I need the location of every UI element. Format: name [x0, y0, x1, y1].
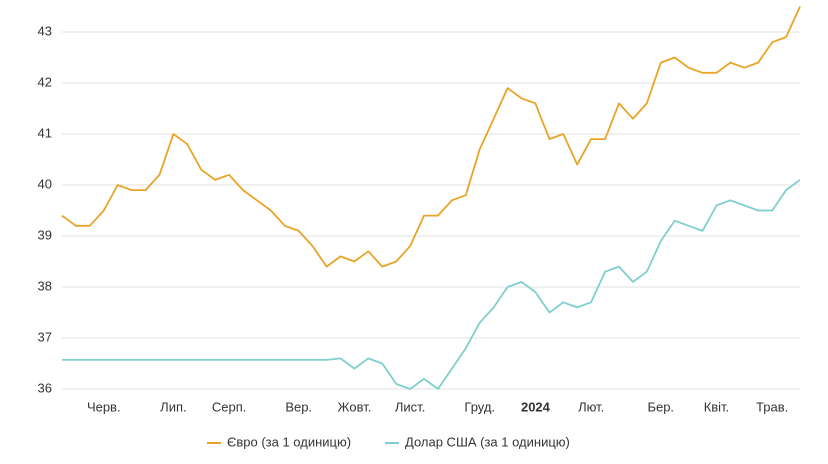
x-tick-label: Серп. [212, 399, 247, 414]
x-tick-label: Черв. [87, 399, 121, 414]
x-tick-label: Лист. [395, 399, 425, 414]
y-tick-label: 38 [38, 278, 52, 293]
x-tick-label: Бер. [647, 399, 674, 414]
legend-item: Євро (за 1 одиницю) [207, 434, 351, 449]
legend-label: Долар США (за 1 одиницю) [405, 434, 570, 449]
x-tick-label: Вер. [285, 399, 312, 414]
x-tick-label: 2024 [521, 399, 551, 414]
series-line [61, 6, 801, 268]
x-tick-label: Квіт. [704, 399, 730, 414]
y-tick-label: 43 [38, 23, 52, 38]
series-line [62, 179, 801, 390]
y-tick-label: 36 [38, 380, 52, 395]
x-tick-label: Лют. [578, 399, 604, 414]
x-tick-label: Лип. [160, 399, 186, 414]
legend-item: Долар США (за 1 одиницю) [385, 434, 570, 449]
y-tick-label: 41 [38, 125, 52, 140]
legend-label: Євро (за 1 одиницю) [227, 434, 351, 449]
y-tick-label: 42 [38, 74, 52, 89]
y-tick-label: 37 [38, 329, 52, 344]
y-tick-label: 40 [38, 176, 52, 191]
x-tick-label: Жовт. [337, 399, 371, 414]
x-tick-label: Груд. [464, 399, 495, 414]
y-tick-label: 39 [38, 227, 52, 242]
x-tick-label: Трав. [756, 399, 788, 414]
